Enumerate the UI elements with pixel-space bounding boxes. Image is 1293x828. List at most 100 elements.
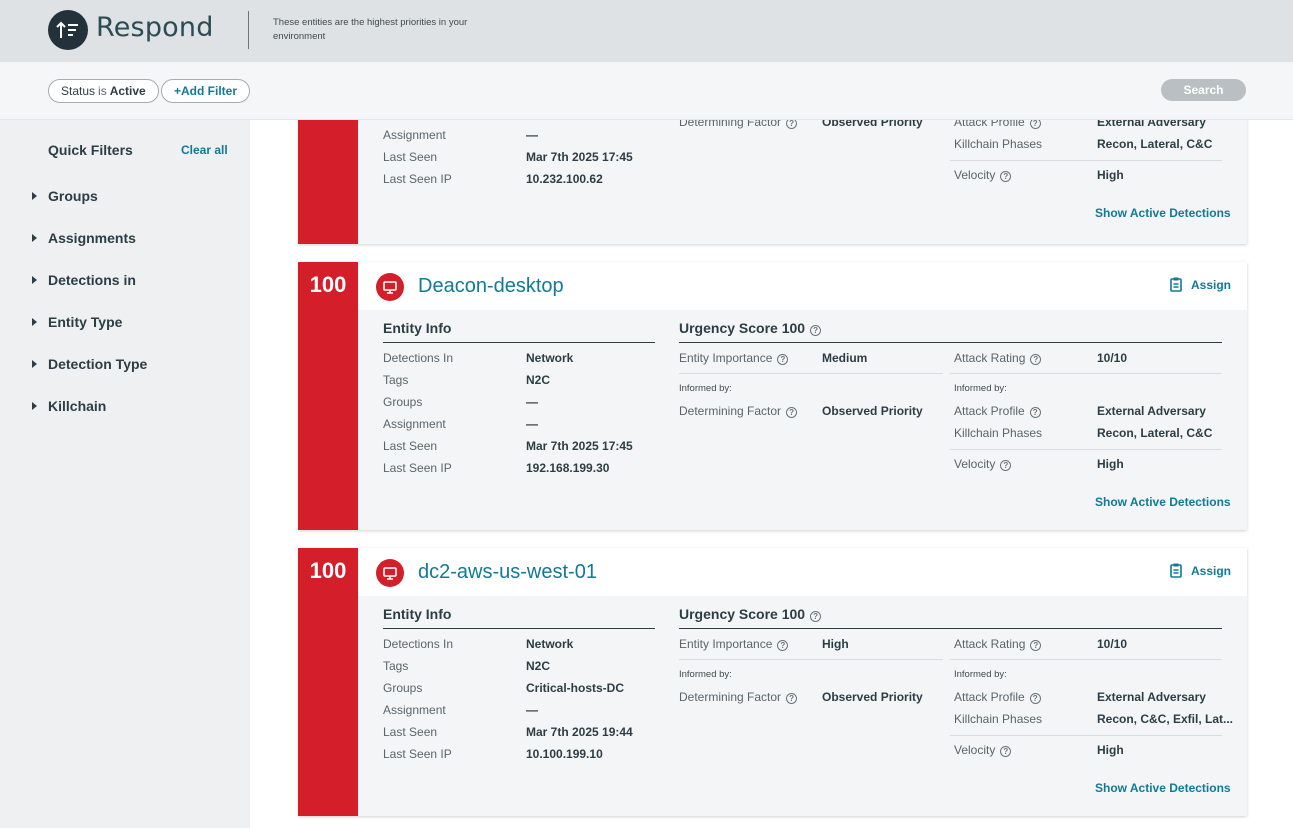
assign-button[interactable]: Assign <box>1170 563 1231 578</box>
entity-card-header: Deacon-desktop Assign <box>358 262 1247 310</box>
section-divider <box>679 628 1222 629</box>
status-filter-label: Status <box>61 84 96 98</box>
show-active-detections-link[interactable]: Show Active Detections <box>1095 495 1231 509</box>
show-active-detections-link[interactable]: Show Active Detections <box>1095 206 1231 220</box>
entity-importance-value: High <box>822 637 849 651</box>
help-icon[interactable]: ? <box>1030 354 1042 365</box>
informed-by-label: Informed by: <box>679 383 732 394</box>
caret-right-icon <box>32 402 37 410</box>
last-seen-label: Last Seen <box>383 439 438 453</box>
sidebar-item-detection-type[interactable]: Detection Type <box>32 356 147 372</box>
last-seen-value: Mar 7th 2025 17:45 <box>526 150 633 164</box>
help-icon[interactable]: ? <box>1029 407 1041 418</box>
caret-right-icon <box>32 360 37 368</box>
assign-label: Assign <box>1190 277 1231 292</box>
header-divider <box>248 11 249 49</box>
search-button[interactable]: Search <box>1161 79 1246 101</box>
help-icon[interactable]: ? <box>810 325 822 336</box>
help-icon[interactable]: ? <box>777 354 789 365</box>
attack-profile-label: Attack Profile? <box>954 404 1041 418</box>
app-header: Respond These entities are the highest p… <box>0 0 1293 62</box>
assignment-label: Assignment <box>383 703 446 717</box>
entity-card: 100 Deacon-desktop Assign Entity Info De… <box>298 262 1247 530</box>
sidebar-item-assignments[interactable]: Assignments <box>32 230 136 246</box>
urgency-score-title: Urgency Score 100? <box>679 606 822 622</box>
velocity-value: High <box>1097 743 1124 757</box>
killchain-phases-label: Killchain Phases <box>954 137 1043 151</box>
assignment-value: — <box>526 128 538 142</box>
help-icon[interactable]: ? <box>1029 120 1041 129</box>
informed-by-label: Informed by: <box>954 383 1007 394</box>
clipboard-icon <box>1170 277 1182 292</box>
sidebar-item-groups[interactable]: Groups <box>32 188 98 204</box>
help-icon[interactable]: ? <box>1030 640 1042 651</box>
caret-right-icon <box>32 234 37 242</box>
help-icon[interactable]: ? <box>810 611 822 622</box>
killchain-phases-value: Recon, Lateral, C&C <box>1097 137 1213 151</box>
clear-all-link[interactable]: Clear all <box>181 143 228 157</box>
attack-profile-value: External Adversary <box>1097 404 1206 418</box>
determining-factor-label: Determining Factor? <box>679 404 798 418</box>
assign-label: Assign <box>1190 563 1231 578</box>
caret-right-icon <box>32 276 37 284</box>
help-icon[interactable]: ? <box>777 640 789 651</box>
help-icon[interactable]: ? <box>786 407 798 418</box>
entity-name-link[interactable]: dc2-aws-us-west-01 <box>418 561 597 583</box>
help-icon[interactable]: ? <box>1000 460 1012 471</box>
divider <box>950 659 1222 660</box>
last-seen-ip-label: Last Seen IP <box>383 461 452 475</box>
help-icon[interactable]: ? <box>786 120 798 129</box>
entity-name-link[interactable]: Deacon-desktop <box>418 275 564 297</box>
add-filter-button[interactable]: +Add Filter <box>161 79 251 103</box>
groups-label: Groups <box>383 395 423 409</box>
entity-importance-value: Medium <box>822 351 868 365</box>
last-seen-ip-label: Last Seen IP <box>383 747 452 761</box>
sidebar-item-label: Groups <box>48 188 98 204</box>
entity-importance-label: Entity Importance? <box>679 351 789 365</box>
show-active-detections-link[interactable]: Show Active Detections <box>1095 781 1231 795</box>
divider <box>950 735 1222 736</box>
urgency-score-bar <box>298 262 358 530</box>
urgency-score-title: Urgency Score 100? <box>679 320 822 336</box>
urgency-score-bar <box>298 120 358 244</box>
entity-card: 100 dc2-aws-us-west-01 Assign Entity Inf… <box>298 548 1247 816</box>
detections-in-label: Detections In <box>383 351 454 365</box>
detections-in-label: Detections In <box>383 637 454 651</box>
sidebar-item-killchain[interactable]: Killchain <box>32 398 106 414</box>
sidebar-item-label: Assignments <box>48 230 136 246</box>
help-icon[interactable]: ? <box>1000 171 1012 182</box>
velocity-value: High <box>1097 457 1124 471</box>
last-seen-ip-value: 10.100.199.10 <box>526 747 603 761</box>
entity-info-title: Entity Info <box>383 320 452 336</box>
sidebar-item-detections-in[interactable]: Detections in <box>32 272 136 288</box>
app-title: Respond <box>96 12 214 43</box>
last-seen-ip-label: Last Seen IP <box>383 172 452 186</box>
tags-label: Tags <box>383 659 409 673</box>
determining-factor-label: Determining Factor? <box>679 120 798 129</box>
attack-rating-value: 10/10 <box>1097 637 1128 651</box>
status-filter-chip[interactable]: Status is Active <box>48 79 159 103</box>
attack-profile-value: External Adversary <box>1097 120 1206 129</box>
tags-value: N2C <box>526 373 551 387</box>
groups-value: Critical-hosts-DC <box>526 681 625 695</box>
attack-rating-label: Attack Rating? <box>954 351 1042 365</box>
sidebar-item-label: Detection Type <box>48 356 148 372</box>
status-filter-operator: is <box>98 84 107 98</box>
sidebar-item-label: Detections in <box>48 272 136 288</box>
help-icon[interactable]: ? <box>1029 693 1041 704</box>
section-divider <box>679 342 1222 343</box>
urgency-score: 100 <box>309 558 347 583</box>
last-seen-label: Last Seen <box>383 150 438 164</box>
divider <box>950 449 1222 450</box>
sidebar-item-entity-type[interactable]: Entity Type <box>32 314 122 330</box>
assign-button[interactable]: Assign <box>1170 277 1231 292</box>
last-seen-value: Mar 7th 2025 19:44 <box>526 725 633 739</box>
help-icon[interactable]: ? <box>786 693 798 704</box>
velocity-label: Velocity? <box>954 457 1012 471</box>
assignment-value: — <box>526 417 538 431</box>
divider <box>679 373 943 374</box>
entity-info-title: Entity Info <box>383 606 452 622</box>
help-icon[interactable]: ? <box>1000 746 1012 757</box>
attack-profile-label: Attack Profile? <box>954 690 1041 704</box>
groups-label: Groups <box>383 681 423 695</box>
